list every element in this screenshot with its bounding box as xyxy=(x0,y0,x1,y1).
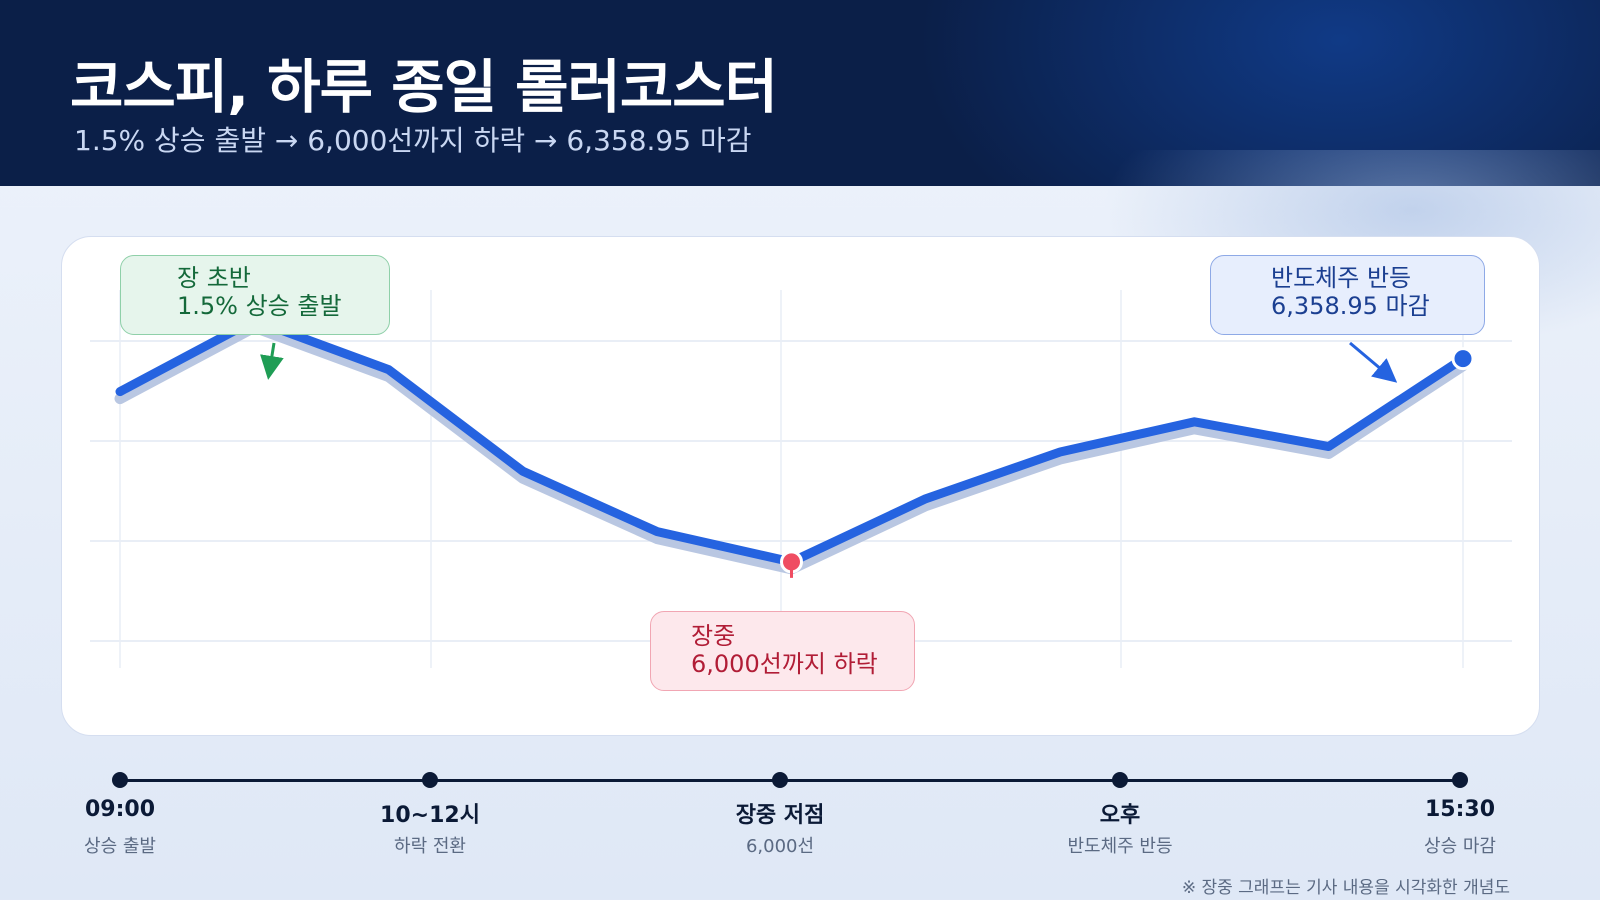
callout-close-line1: 반도체주 반등 xyxy=(1271,264,1412,292)
callout-close: 반도체주 반등 6,358.95 마감 xyxy=(1210,255,1485,335)
timeline-time: 15:30 xyxy=(1424,797,1496,822)
callout-close-line2: 6,358.95 마감 xyxy=(1271,292,1430,320)
series-line-shadow xyxy=(114,321,1469,575)
timeline-time: 오후 xyxy=(1099,803,1141,828)
callout-start-line1: 장 초반 xyxy=(177,264,251,292)
footnote: ※ 장중 그래프는 기사 내용을 시각화한 개념도 xyxy=(1181,878,1510,898)
series-layer xyxy=(114,315,1469,575)
timeline-dot xyxy=(1452,772,1468,788)
timeline-time: 장중 저점 xyxy=(735,803,825,828)
timeline-desc: 상승 마감 xyxy=(1424,836,1496,857)
callout-low-line2: 6,000선까지 하락 xyxy=(691,650,878,678)
timeline-dot xyxy=(422,772,438,788)
page-subtitle: 1.5% 상승 출발 → 6,000선까지 하락 → 6,358.95 마감 xyxy=(74,124,752,157)
page-title: 코스피, 하루 종일 롤러코스터 xyxy=(70,53,778,121)
callout-start: 장 초반 1.5% 상승 출발 xyxy=(120,255,390,335)
low-marker xyxy=(780,550,803,574)
timeline-dot xyxy=(772,772,788,788)
timeline-desc: 하락 전환 xyxy=(394,836,466,857)
timeline-dot xyxy=(112,772,128,788)
header-banner: 코스피, 하루 종일 롤러코스터 1.5% 상승 출발 → 6,000선까지 하… xyxy=(0,0,1600,186)
timeline-desc: 상승 출발 xyxy=(84,836,156,857)
timeline-desc: 6,000선 xyxy=(745,836,815,857)
start-arrow xyxy=(260,342,284,380)
close-arrow xyxy=(1349,341,1398,383)
callout-low: 장중 6,000선까지 하락 xyxy=(650,611,915,691)
timeline-dot xyxy=(1112,772,1128,788)
callout-start-line2: 1.5% 상승 출발 xyxy=(177,292,342,320)
timeline-desc: 반도체주 반등 xyxy=(1067,836,1173,857)
close-marker xyxy=(1451,347,1475,371)
callout-low-line1: 장중 xyxy=(691,622,736,650)
timeline-time: 10~12시 xyxy=(380,803,480,828)
timeline-axis xyxy=(120,779,1460,782)
timeline-time: 09:00 xyxy=(84,797,156,822)
